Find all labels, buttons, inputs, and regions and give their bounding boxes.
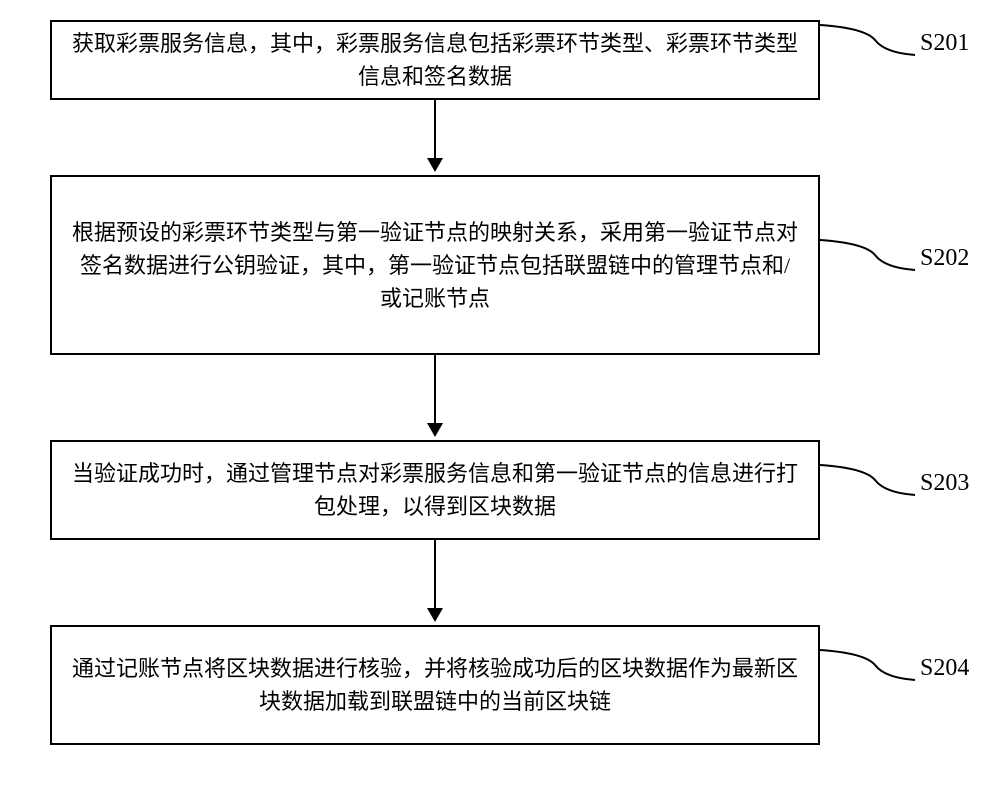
flow-step-label: S204 xyxy=(920,655,969,682)
flow-step-text: 获取彩票服务信息，其中，彩票服务信息包括彩票环节类型、彩票环节类型信息和签名数据 xyxy=(72,27,798,93)
flow-step-text: 当验证成功时，通过管理节点对彩票服务信息和第一验证节点的信息进行打包处理，以得到… xyxy=(72,457,798,523)
flow-step-label: S202 xyxy=(920,245,969,272)
flow-step-label: S203 xyxy=(920,470,969,497)
flow-arrow xyxy=(50,355,820,435)
label-connector-curve xyxy=(820,650,915,685)
label-connector-curve xyxy=(820,465,915,500)
flow-step-box: 获取彩票服务信息，其中，彩票服务信息包括彩票环节类型、彩票环节类型信息和签名数据 xyxy=(50,20,820,100)
flow-step-box: 根据预设的彩票环节类型与第一验证节点的映射关系，采用第一验证节点对签名数据进行公… xyxy=(50,175,820,355)
flow-step-box: 通过记账节点将区块数据进行核验，并将核验成功后的区块数据作为最新区块数据加载到联… xyxy=(50,625,820,745)
label-connector-curve xyxy=(820,25,915,60)
flow-arrow xyxy=(50,540,820,620)
flow-step-label: S201 xyxy=(920,30,969,57)
flow-step-text: 根据预设的彩票环节类型与第一验证节点的映射关系，采用第一验证节点对签名数据进行公… xyxy=(72,216,798,315)
label-connector-curve xyxy=(820,240,915,275)
flow-arrow xyxy=(50,100,820,170)
flow-step-text: 通过记账节点将区块数据进行核验，并将核验成功后的区块数据作为最新区块数据加载到联… xyxy=(72,652,798,718)
flow-step-box: 当验证成功时，通过管理节点对彩票服务信息和第一验证节点的信息进行打包处理，以得到… xyxy=(50,440,820,540)
